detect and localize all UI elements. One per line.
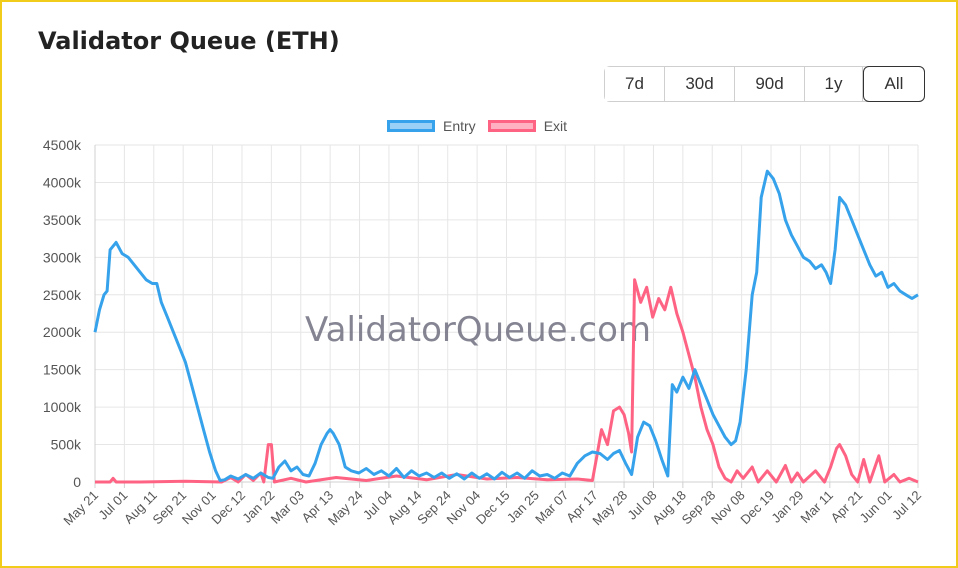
series-line-entry bbox=[93, 169, 919, 482]
range-button-all[interactable]: All bbox=[863, 66, 925, 102]
x-tick-label: Mar 07 bbox=[532, 488, 571, 527]
range-button-30d[interactable]: 30d bbox=[665, 67, 735, 101]
range-selector: 7d 30d 90d 1y All bbox=[604, 66, 925, 102]
legend-label-exit: Exit bbox=[543, 118, 568, 134]
y-tick-label: 3500k bbox=[43, 212, 82, 228]
x-tick-label: Jun 01 bbox=[857, 488, 895, 526]
legend-swatch-exit bbox=[487, 120, 536, 132]
legend-label-entry: Entry bbox=[443, 118, 476, 134]
range-button-1y[interactable]: 1y bbox=[805, 67, 863, 101]
chart-title: Validator Queue (ETH) bbox=[38, 27, 340, 55]
x-tick-label: Dec 12 bbox=[208, 488, 248, 528]
y-tick-label: 3000k bbox=[43, 249, 82, 265]
x-tick-label: Mar 03 bbox=[268, 488, 307, 527]
chart-legend: Entry Exit bbox=[387, 118, 579, 134]
legend-swatch-entry bbox=[387, 120, 435, 132]
x-tick-label: Jul 12 bbox=[889, 488, 924, 523]
y-tick-label: 500k bbox=[51, 437, 82, 453]
x-tick-label: Mar 11 bbox=[797, 488, 836, 527]
y-tick-label: 2000k bbox=[43, 324, 82, 340]
x-tick-label: Dec 15 bbox=[473, 488, 513, 528]
legend-item-entry[interactable]: Entry bbox=[387, 118, 476, 134]
y-tick-label: 1000k bbox=[43, 399, 82, 415]
x-tick-label: Dec 19 bbox=[737, 488, 777, 528]
y-tick-label: 2500k bbox=[43, 287, 82, 303]
watermark: ValidatorQueue.com bbox=[305, 310, 651, 350]
range-button-7d[interactable]: 7d bbox=[605, 67, 665, 101]
y-tick-label: 4000k bbox=[43, 174, 82, 190]
x-tick-label: May 21 bbox=[60, 488, 101, 529]
y-tick-label: 4500k bbox=[43, 137, 82, 153]
y-tick-label: 1500k bbox=[43, 362, 82, 378]
series-line-exit bbox=[95, 278, 919, 484]
range-button-90d[interactable]: 90d bbox=[735, 67, 805, 101]
y-tick-label: 0 bbox=[73, 474, 81, 490]
legend-item-exit[interactable]: Exit bbox=[487, 118, 568, 134]
